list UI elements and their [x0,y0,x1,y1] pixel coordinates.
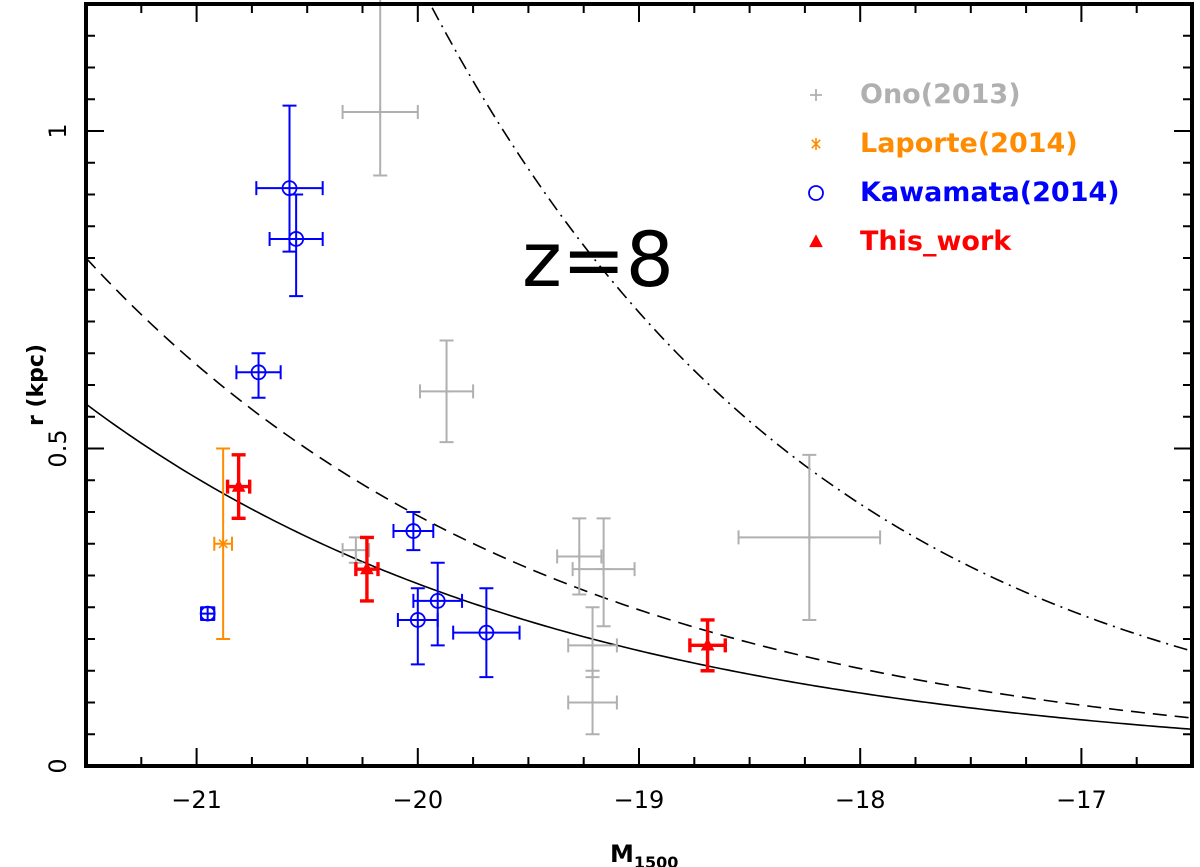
x-axis-label: M1500 [610,840,678,867]
data-point [268,193,324,298]
plus-marker [573,550,586,563]
error-bar [452,587,521,679]
y-axis-label: r (kpc) [24,344,49,426]
data-point [737,453,882,621]
x-tick-label: −17 [1056,786,1107,814]
triangle-marker [231,478,246,492]
data-point [412,561,464,647]
plus-marker [810,89,822,101]
x-tick-label: −19 [614,786,665,814]
circle-marker [478,624,495,641]
triangle-marker [360,561,374,575]
legend: Ono(2013) Laporte(2014) Kawamata(2014) This… [808,79,1120,257]
legend-label: This_work [860,226,1012,257]
plus-marker [586,696,599,709]
series-ono-2013- [341,0,882,736]
data-point [567,669,618,736]
circle-marker [405,523,422,539]
error-bar [412,561,464,647]
x-tick-label: −18 [835,786,886,814]
data-point [225,453,252,521]
relation-curves [86,4,1192,731]
data-point [199,605,216,622]
circle-marker [288,231,305,247]
circle-marker [199,605,216,622]
plus-marker [586,639,599,652]
legend-label: Laporte(2014) [860,128,1078,159]
legend-item: This_work [809,226,1012,257]
circle-marker [808,185,824,201]
data-point [452,587,521,679]
data-point [354,535,380,603]
data-point [341,0,419,177]
data-point [419,339,475,444]
tick-labels: −21 −20 −19 −18 −17 0 0.5 1 [44,123,1107,814]
error-bar [235,352,282,399]
solid-relation-curve [86,403,1192,731]
asterisk-marker [218,537,228,550]
data-point [341,536,371,564]
data-point [255,104,324,253]
error-bar [341,0,419,177]
circle-marker [429,593,446,609]
triangle-marker [700,637,715,651]
data-point [688,618,727,673]
data-point [556,517,603,596]
tick-marks [85,3,1193,767]
data-points [199,0,882,736]
plus-marker [349,544,362,557]
plus-marker [803,531,816,544]
x-tick-label: −20 [392,786,443,814]
legend-item: Kawamata(2014) [808,177,1120,208]
data-point [567,606,618,679]
y-tick-label: 0.5 [44,429,72,467]
dashed-relation-curve [86,257,1192,719]
circle-marker [409,612,426,628]
data-point [213,447,233,640]
series-kawamata-2014- [199,104,521,679]
dashdot-relation-curve [429,4,1192,652]
series-laporte-2014- [213,447,233,640]
triangle-marker [809,234,823,248]
y-tick-label: 0 [44,758,72,773]
plus-marker [440,385,453,398]
legend-item: Ono(2013) [810,79,1021,110]
error-bar [392,511,435,552]
data-point [392,511,435,552]
x-tick-label: −21 [171,786,222,814]
asterisk-marker [811,138,821,150]
data-point [235,352,282,399]
data-point [396,587,439,666]
axis-ticks [85,3,1193,767]
plot-frame [84,2,1194,768]
legend-label: Kawamata(2014) [860,177,1120,208]
redshift-annotation: z=8 [522,215,674,304]
legend-label: Ono(2013) [860,79,1021,110]
data-point [571,517,636,628]
series-this-work [225,453,727,673]
plus-marker [597,563,610,576]
circle-marker [250,364,267,381]
plus-marker [374,105,387,118]
y-tick-label: 1 [44,123,72,138]
legend-item: Laporte(2014) [811,128,1078,159]
error-bar [255,104,324,253]
